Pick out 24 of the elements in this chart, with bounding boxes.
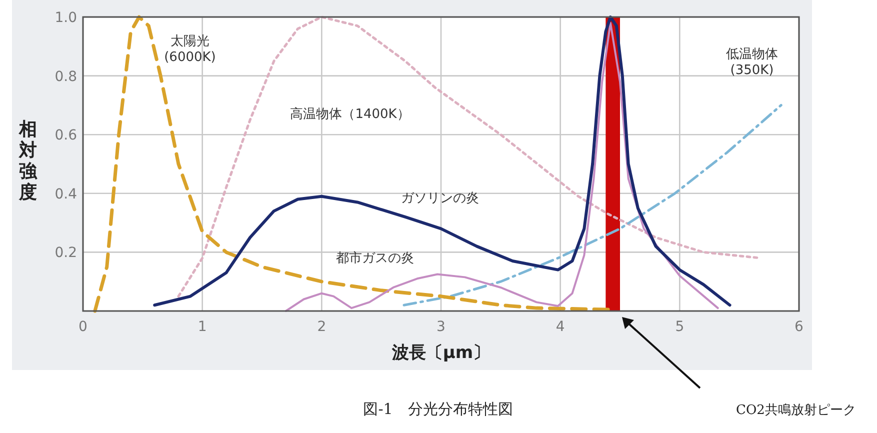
text: CO2共鳴放射ピーク — [736, 403, 856, 418]
x-tick-label: 3 — [436, 319, 446, 335]
series-label: ガソリンの炎 — [401, 191, 479, 206]
x-axis-title: 波長〔μm〕 — [390, 343, 490, 363]
series-label: 都市ガスの炎 — [336, 251, 414, 266]
y-tick-label: 0.8 — [54, 68, 77, 85]
y-tick-label: 0.4 — [54, 186, 78, 202]
y-axis-title: 相対強度 — [18, 119, 38, 203]
text: 図-1 分光分布特性図 — [363, 400, 513, 418]
x-tick-label: 1 — [198, 319, 207, 335]
line-series — [402, 104, 782, 306]
text: 低温物体 (350K) — [726, 47, 778, 78]
line-series — [284, 22, 719, 312]
y-tick-label: 0.6 — [54, 128, 78, 144]
x-tick-label: 6 — [794, 319, 804, 335]
series-label: 太陽光 (6000K) — [164, 34, 216, 65]
y-tick-label: 0.2 — [54, 245, 77, 262]
x-tick-label: 0 — [78, 319, 88, 335]
y-tick-label: 1.0 — [54, 10, 77, 26]
x-tick-label: 2 — [317, 319, 326, 335]
x-tick-label: 4 — [556, 319, 565, 335]
text: 高温物体（1400K） — [290, 106, 410, 122]
x-tick-label: 5 — [675, 319, 684, 335]
line-series — [93, 15, 610, 313]
